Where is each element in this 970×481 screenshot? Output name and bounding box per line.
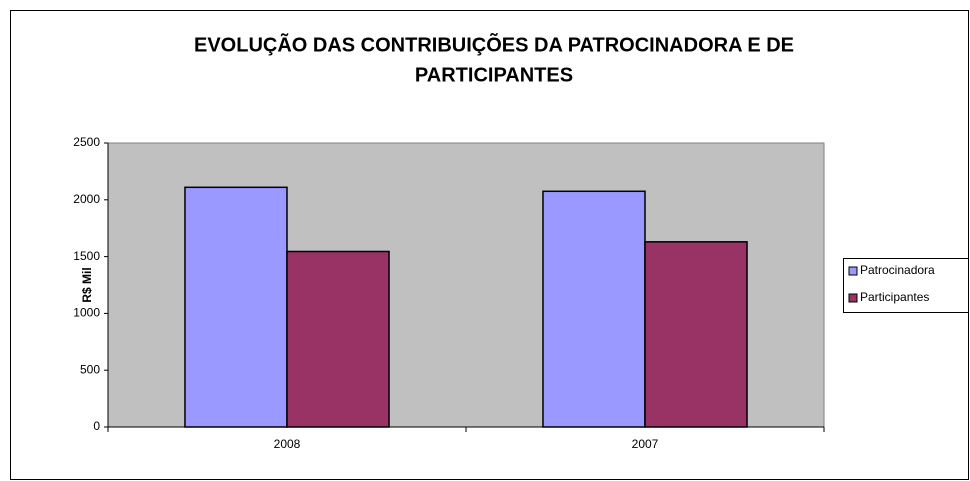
chart-title: EVOLUÇÃO DAS CONTRIBUIÇÕES DA PATROCINAD… xyxy=(194,32,794,56)
legend-label: Participantes xyxy=(860,290,929,304)
bar xyxy=(542,190,646,428)
legend-label: Patrocinadora xyxy=(860,263,935,277)
y-tick-label: 2000 xyxy=(73,192,100,206)
y-tick-label: 2500 xyxy=(73,135,100,149)
bar xyxy=(644,241,748,428)
y-tick-label: 500 xyxy=(80,362,100,376)
y-tick-label: 0 xyxy=(93,419,100,433)
legend-swatch xyxy=(848,266,858,276)
y-axis-label: R$ Mil xyxy=(80,267,94,302)
bar xyxy=(286,250,390,428)
y-tick-label: 1000 xyxy=(73,306,100,320)
x-tick-label: 2007 xyxy=(632,437,659,451)
legend-box xyxy=(843,258,969,313)
bar xyxy=(184,186,288,428)
chart-title: PARTICIPANTES xyxy=(415,64,573,86)
y-tick-label: 1500 xyxy=(73,249,100,263)
legend-swatch xyxy=(848,293,858,303)
x-tick-label: 2008 xyxy=(274,437,301,451)
